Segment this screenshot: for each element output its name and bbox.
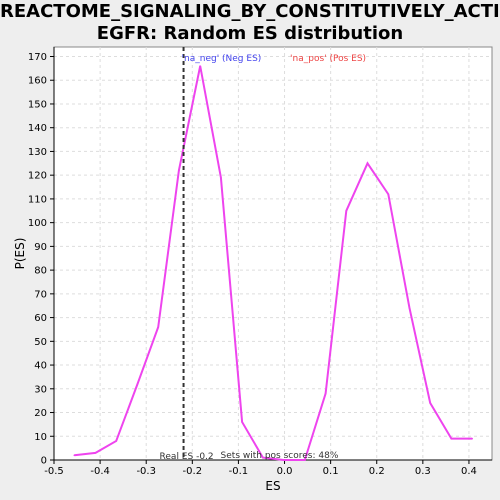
data-point	[115, 440, 118, 442]
y-tick-label: 160	[28, 76, 47, 87]
real-es-label: Real ES -0.2	[160, 452, 214, 462]
y-tick-label: 120	[28, 171, 47, 182]
y-tick-label: 30	[34, 384, 47, 395]
x-tick-label: 0.4	[461, 466, 477, 477]
x-tick-label: -0.3	[136, 466, 156, 477]
y-tick-label: 0	[41, 456, 47, 467]
data-point	[408, 307, 411, 309]
x-axis-title: ES	[265, 479, 280, 493]
plot-area	[53, 46, 493, 461]
data-point	[366, 162, 369, 165]
y-tick-label: 80	[34, 266, 47, 277]
y-axis-title: P(ES)	[13, 238, 27, 270]
x-tick-label: 0.1	[323, 466, 339, 477]
grid	[54, 47, 492, 460]
data-point	[262, 456, 264, 459]
x-axis: -0.5 -0.4 -0.3 -0.2 -0.1 0.0 0.1 0.2 0.3 0.4	[44, 459, 492, 477]
data-point	[94, 452, 97, 454]
x-tick-label: 0.0	[277, 466, 293, 477]
y-tick-label: 60	[34, 313, 47, 324]
data-point	[73, 454, 76, 457]
y-tick-label: 70	[34, 289, 47, 300]
y-axis: 0 10 20 30 40 50 60 70 80 90 100 110 120 130 140 150 160…	[28, 47, 55, 467]
x-tick-label: 0.3	[415, 466, 431, 477]
y-tick-label: 130	[28, 147, 47, 158]
x-tick-label: -0.4	[90, 466, 110, 477]
data-point	[450, 437, 453, 440]
x-tick-label: 0.2	[369, 466, 385, 477]
data-point	[178, 169, 180, 172]
pos-scores-label: Sets with pos scores: 48%	[221, 451, 339, 461]
data-point	[136, 383, 139, 385]
y-tick-label: 150	[28, 99, 47, 110]
pos-es-label: 'na_pos' (Pos ES)	[290, 54, 366, 64]
y-tick-label: 100	[28, 218, 47, 229]
data-point	[220, 176, 222, 179]
data-point	[241, 421, 243, 423]
chart-title-line-1: REACTOME_SIGNALING_BY_CONSTITUTIVELY_ACT…	[0, 1, 500, 22]
data-point	[471, 437, 473, 440]
y-tick-label: 90	[34, 242, 47, 253]
data-point	[199, 65, 201, 67]
x-tick-label: -0.2	[183, 466, 203, 477]
data-point	[157, 326, 159, 328]
series-line	[74, 65, 473, 461]
y-tick-label: 40	[34, 361, 47, 372]
data-point	[429, 402, 432, 404]
data-point	[324, 392, 327, 395]
chart-title-line-2: EGFR: Random ES distribution	[96, 23, 404, 44]
series-points	[73, 65, 473, 461]
data-point	[304, 459, 306, 461]
y-tick-label: 50	[34, 337, 47, 348]
x-tick-label: -0.5	[44, 466, 64, 477]
y-tick-label: 20	[34, 408, 47, 419]
neg-es-label: 'na_neg' (Neg ES)	[182, 54, 262, 64]
data-point	[345, 209, 348, 212]
x-tick-label: -0.1	[229, 466, 249, 477]
y-tick-label: 10	[34, 432, 47, 443]
data-point	[387, 193, 390, 195]
y-tick-label: 110	[28, 194, 47, 205]
data-point	[282, 459, 285, 461]
y-tick-label: 140	[28, 123, 47, 134]
y-tick-label: 170	[28, 52, 47, 63]
